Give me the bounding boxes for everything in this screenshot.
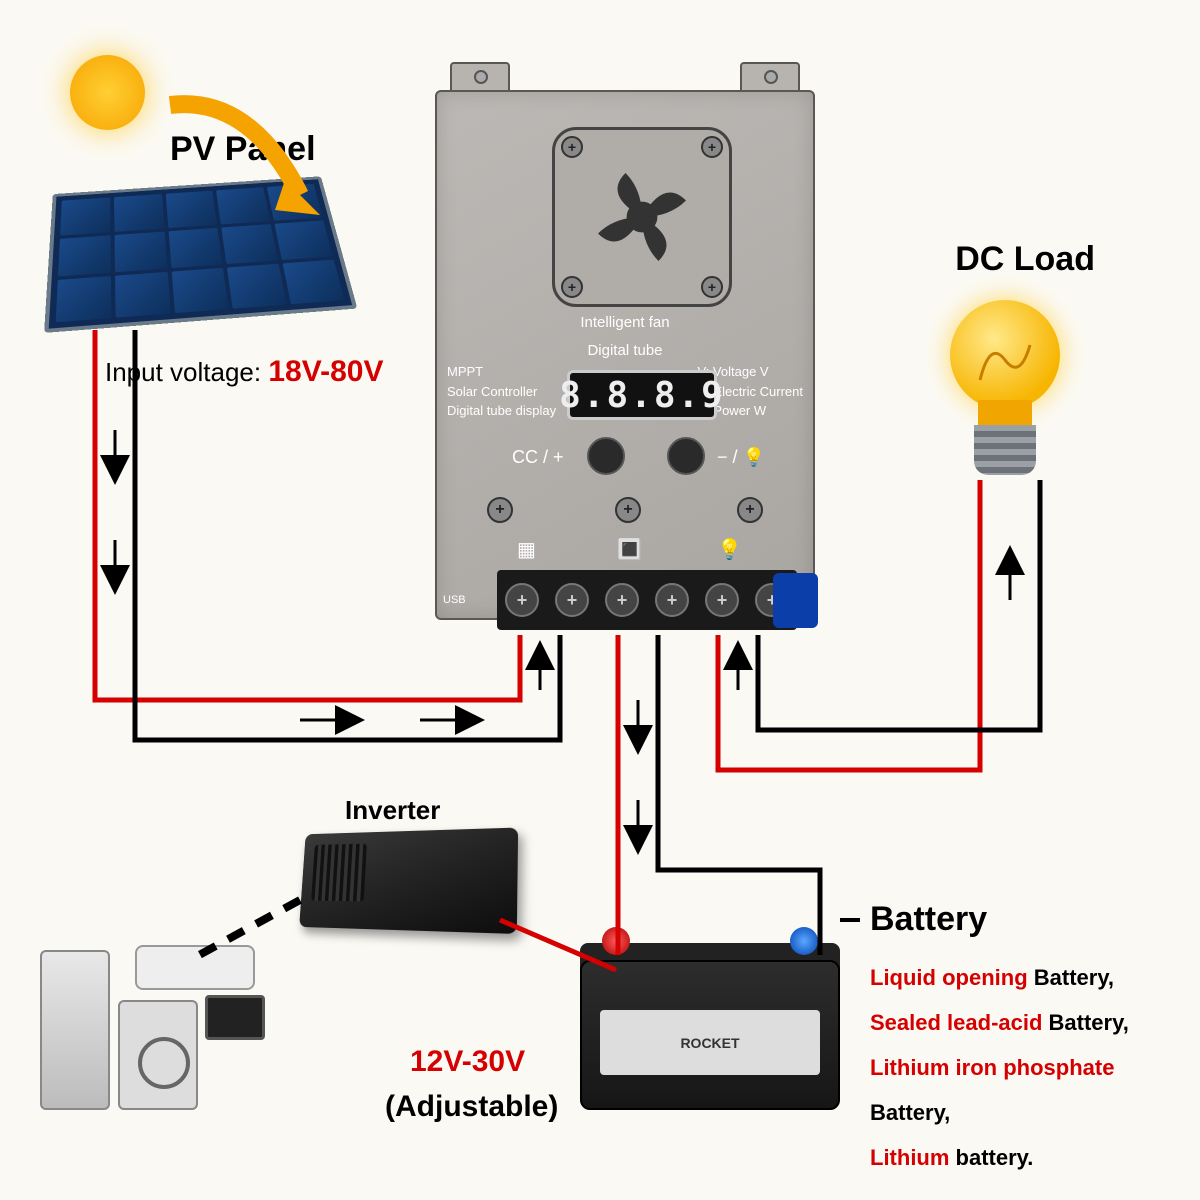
usb-label: USB xyxy=(443,592,466,609)
btn-left-label: CC / + xyxy=(512,444,564,471)
digital-display: 8.8.8.9 xyxy=(567,370,717,420)
battery-types-list: Liquid opening Battery, Sealed lead-acid… xyxy=(870,955,1200,1180)
input-voltage-row: Input voltage: 18V-80V xyxy=(105,355,383,389)
tube-label: Digital tube xyxy=(437,342,813,359)
fuse-block xyxy=(773,573,818,628)
fan-icon: ++++ xyxy=(552,127,732,307)
fan-label: Intelligent fan xyxy=(437,314,813,331)
sun-icon xyxy=(70,55,145,130)
dc-load-label: DC Load xyxy=(955,240,1095,279)
solar-controller: ++++ Intelligent fan Digital tube MPPT S… xyxy=(420,60,830,650)
minus-light-button[interactable] xyxy=(667,437,705,475)
battery-positive-terminal xyxy=(602,927,630,955)
load-port-icon: 💡 xyxy=(717,537,742,562)
battery-port-icon: 🔳 xyxy=(617,537,642,562)
inverter-device xyxy=(299,828,518,934)
adjustable-label: (Adjustable) xyxy=(385,1090,558,1124)
battery-negative-terminal xyxy=(790,927,818,955)
inverter-label: Inverter xyxy=(345,795,440,826)
battery-voltage: 12V-30V xyxy=(410,1045,525,1079)
controller-left-text: MPPT Solar Controller Digital tube displ… xyxy=(447,362,556,421)
battery-device: ROCKET xyxy=(580,935,840,1110)
battery-label: Battery xyxy=(870,900,987,939)
diagram-canvas: PV Panel Input voltage: 18V-80V ++++ xyxy=(0,0,1200,1200)
sun-arrow xyxy=(150,85,330,235)
appliances-group xyxy=(40,940,270,1130)
terminal-block xyxy=(497,570,797,630)
input-voltage-label: Input voltage: xyxy=(105,357,261,387)
solar-port-icon: ▦ xyxy=(517,537,536,562)
input-voltage-value: 18V-80V xyxy=(268,355,383,388)
btn-right-label: − / 💡 xyxy=(717,444,765,471)
cc-plus-button[interactable] xyxy=(587,437,625,475)
light-bulb-icon xyxy=(940,300,1070,480)
